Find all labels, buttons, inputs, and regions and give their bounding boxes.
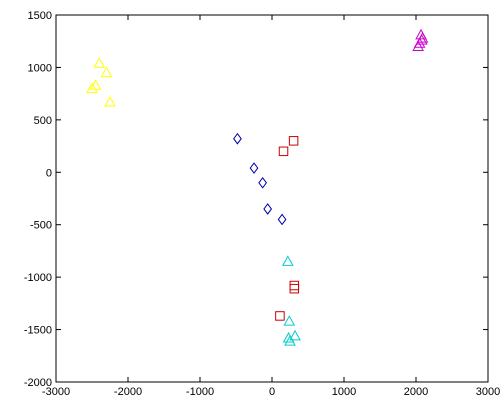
triangle-marker bbox=[86, 82, 98, 93]
diamond-marker bbox=[233, 132, 242, 145]
diamond-marker bbox=[263, 203, 273, 215]
triangle-marker bbox=[104, 96, 116, 107]
triangle-marker bbox=[289, 329, 301, 341]
x-tick-label: 0 bbox=[269, 386, 275, 398]
x-tick-label: -1000 bbox=[186, 386, 214, 398]
tick-labels: -3000 -2000 -1000 0 1000 2000 3000-2000-1500-1… bbox=[24, 10, 500, 398]
triangle-marker bbox=[100, 66, 113, 78]
triangle-marker bbox=[283, 315, 296, 326]
x-tick-label: 2000 bbox=[404, 386, 428, 398]
y-tick-label: 1500 bbox=[28, 10, 52, 22]
square-marker bbox=[275, 311, 285, 321]
plot-area bbox=[55, 14, 489, 383]
y-tick-label: 1000 bbox=[28, 62, 52, 74]
axis-ticks bbox=[55, 14, 489, 383]
triangle-marker bbox=[413, 37, 426, 48]
x-tick-label: -2000 bbox=[114, 386, 142, 398]
square-marker bbox=[278, 146, 289, 157]
y-tick-label: -2000 bbox=[24, 377, 52, 389]
y-tick-label: -1500 bbox=[24, 325, 52, 337]
diamond-marker bbox=[258, 176, 268, 189]
triangle-marker bbox=[416, 32, 429, 43]
x-tick-label: 3000 bbox=[476, 386, 500, 398]
diamond-marker bbox=[277, 213, 287, 226]
y-tick-label: -500 bbox=[30, 220, 52, 232]
y-tick-label: -1000 bbox=[24, 272, 52, 284]
y-tick-label: 0 bbox=[46, 167, 52, 179]
x-tick-label: -3000 bbox=[42, 386, 70, 398]
y-tick-label: 500 bbox=[34, 115, 52, 127]
square-marker bbox=[289, 283, 300, 294]
x-tick-label: 1000 bbox=[332, 386, 356, 398]
diamond-marker bbox=[249, 162, 259, 174]
square-marker bbox=[288, 136, 299, 146]
data-points bbox=[86, 28, 429, 346]
triangle-marker bbox=[281, 255, 294, 266]
triangle-marker bbox=[284, 335, 296, 346]
triangle-marker bbox=[93, 57, 106, 68]
